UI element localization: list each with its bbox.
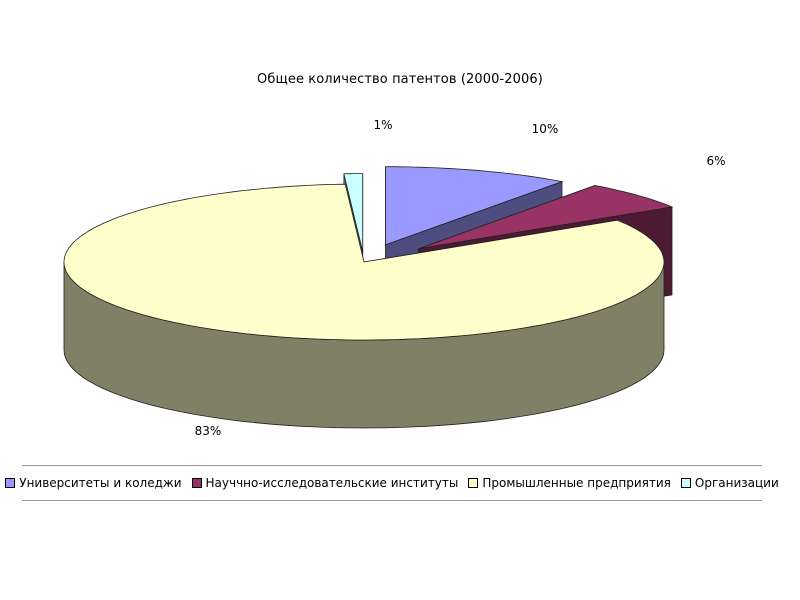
- data-label-1: 6%: [706, 154, 725, 168]
- chart-legend: Университеты и коледжи Науччно-исследоват…: [5, 465, 779, 501]
- data-label-2: 83%: [195, 424, 222, 438]
- data-label-3: 1%: [373, 118, 392, 132]
- legend-label-0: Университеты и коледжи: [19, 476, 182, 490]
- legend-item-1: Науччно-исследовательские институты: [191, 476, 459, 490]
- legend-label-3: Организации: [694, 476, 779, 490]
- legend-label-2: Промышленные предприятия: [482, 476, 671, 490]
- chart-title: Общее количество патентов (2000-2006): [257, 72, 543, 87]
- legend-swatch-0: [5, 478, 16, 488]
- legend-swatch-1: [191, 478, 202, 488]
- legend-swatch-3: [680, 478, 691, 488]
- legend-item-3: Организации: [680, 476, 779, 490]
- legend-label-1: Науччно-исследовательские институты: [205, 476, 459, 490]
- legend-item-2: Промышленные предприятия: [468, 476, 671, 490]
- pie-slice-2: [63, 183, 665, 429]
- legend-swatch-2: [468, 478, 479, 488]
- legend-item-0: Университеты и коледжи: [5, 476, 182, 490]
- data-label-0: 10%: [532, 122, 559, 136]
